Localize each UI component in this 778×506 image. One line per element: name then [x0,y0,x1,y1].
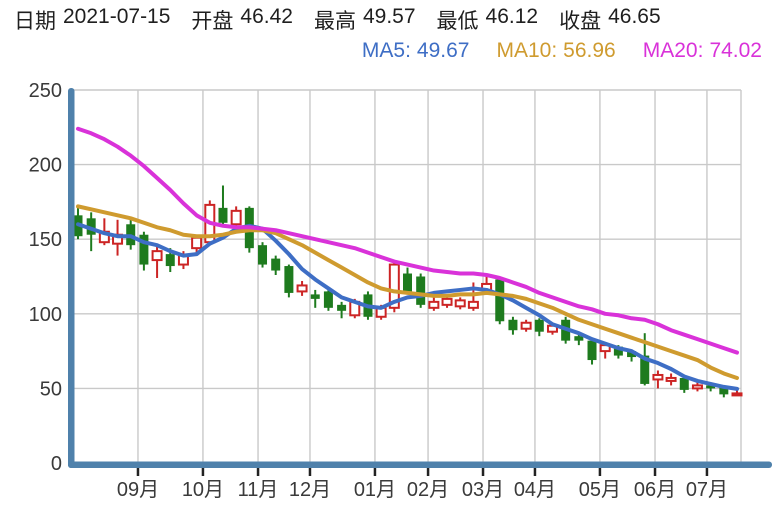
y-tick-label: 100 [29,304,62,326]
date-label: 日期 [14,10,56,33]
ma20-legend-label: MA20: [642,39,704,62]
candle-body-up [230,209,242,226]
candle-body-down [310,294,320,299]
candle-body-down [495,279,505,322]
date-field: 日期 2021-07-15 [14,5,170,35]
ma5-legend-value: 49.67 [416,39,470,62]
x-tick-label: 07月 [686,479,728,501]
x-tick-label: 06月 [634,479,676,501]
x-tick-label: 04月 [514,479,556,501]
ma20-line [76,126,739,355]
candle-body-down [627,351,637,358]
y-tick-label: 50 [40,378,62,400]
candle-body-down [165,254,175,267]
ma20-legend: MA20: 74.02 [643,39,762,63]
candle-body-up [388,263,400,309]
candle-body-down [271,258,281,271]
x-tick-label: 02月 [407,479,449,501]
candle-body-up [441,297,453,306]
ma10-legend: MA10: 56.96 [496,39,615,63]
candle-body-up [151,250,163,262]
high-label: 最高 [313,10,356,33]
candle-body-down [139,234,149,265]
open-value: 46.42 [240,5,293,28]
candle-body-down [218,207,228,223]
candle-body-down [613,346,623,356]
x-tick-label: 09月 [117,479,159,501]
high-value: 49.57 [362,5,416,28]
open-field: 开盘 46.42 [191,5,293,35]
close-value: 46.65 [608,5,661,28]
candle-body-down [587,340,597,361]
candle-body-up [191,236,203,250]
candle-body-down [574,336,584,341]
x-tick-label: 10月 [182,479,224,501]
ma10-legend-label: MA10: [496,39,558,62]
y-tick-label: 200 [29,155,62,177]
x-tick-label: 11月 [238,479,279,501]
candle-body-down [534,319,544,332]
ma10-line [76,204,739,381]
candle-body-up [691,384,703,390]
candle-body-down [416,276,426,305]
candle-body-up [296,284,308,293]
candle-body-up [520,321,532,330]
candle-body-down [258,245,268,265]
y-tick-label: 0 [51,453,62,475]
low-label: 最低 [436,10,479,33]
candle-body-up [428,300,440,309]
y-axis-bar [68,88,75,468]
candle-body-down [337,304,347,311]
candle-body-down [323,291,333,308]
y-tick-label: 150 [29,229,62,251]
x-tick-label: 03月 [462,479,504,501]
ma20-legend-value: 74.02 [709,39,762,62]
y-tick-label: 250 [29,80,62,102]
candle-body-down [508,319,518,331]
candle-body-down [706,385,716,389]
ohlc-info-bar: 日期 2021-07-15 开盘 46.42 最高 49.57 最低 46.12 收盘 46.65 [14,5,661,35]
open-label: 开盘 [191,10,234,33]
ma-legend: MA5: 49.67 MA10: 56.96 MA20: 74.02 [362,39,762,63]
x-tick-label: 12月 [289,479,331,501]
high-field: 最高 49.57 [314,5,416,35]
close-field: 收盘 46.65 [559,5,661,35]
low-field: 最低 46.12 [437,5,539,35]
x-tick-label: 01月 [354,479,396,501]
candle-body-up [652,373,664,381]
x-axis-bar [68,461,772,468]
candle-body-down [679,377,689,390]
candle-body-up [731,392,743,397]
date-value: 2021-07-15 [63,5,171,28]
candle-body-down [86,218,96,235]
ma10-legend-value: 56.96 [563,39,616,62]
candle-body-down [284,266,294,293]
close-label: 收盘 [559,10,602,33]
ma5-line [76,222,739,391]
candle-body-up [467,300,479,309]
low-value: 46.12 [485,5,539,28]
candle-body-down [719,386,729,395]
ma5-legend-label: MA5: [361,39,411,62]
candle-body-up [665,376,677,382]
x-tick-label: 05月 [579,479,621,501]
candle-body-down [640,355,650,384]
candle-body-down [403,273,412,292]
ma5-legend: MA5: 49.67 [362,39,470,63]
candle-body-up [454,299,466,308]
